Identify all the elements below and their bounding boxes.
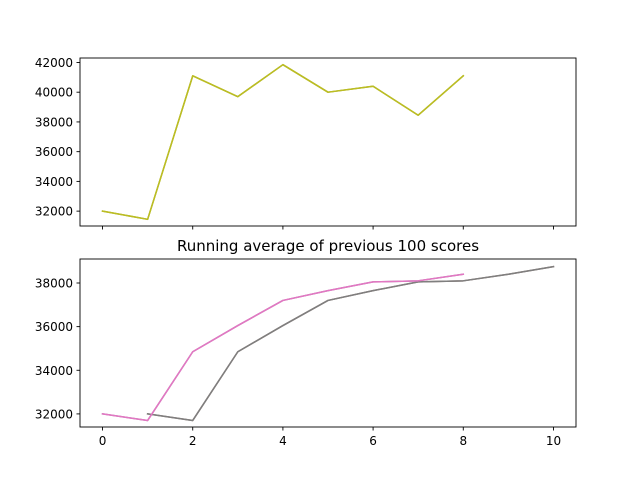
bottom-chart-title: Running average of previous 100 scores [177, 237, 479, 255]
bottom-y-tick-label-38000: 38000 [35, 277, 73, 291]
bottom-y-tick-label-32000: 32000 [35, 407, 73, 421]
bottom-x-tick-label-8: 8 [459, 434, 467, 448]
bottom-x-tick-label-0: 0 [99, 434, 107, 448]
top-y-tick-label-32000: 32000 [35, 205, 73, 219]
bottom-x-tick-label-4: 4 [279, 434, 287, 448]
bottom-x-tick-label-6: 6 [369, 434, 377, 448]
bottom-series-1-line [146, 265, 555, 422]
bottom-series-3-line [101, 273, 465, 422]
bottom-y-tick-label-36000: 36000 [35, 320, 73, 334]
bottom-y-tick-label-34000: 34000 [35, 364, 73, 378]
top-y-tick-label-38000: 38000 [35, 115, 73, 129]
top-y-tick-label-34000: 34000 [35, 175, 73, 189]
top-y-tick-label-40000: 40000 [35, 86, 73, 100]
top-chart: 32000 34000 36000 38000 40000 42000 [35, 56, 577, 230]
bottom-x-tick-label-10: 10 [546, 434, 561, 448]
top-chart-frame [79, 57, 577, 227]
top-y-tick-label-36000: 36000 [35, 145, 73, 159]
bottom-chart: Running average of previous 100 scores 3… [35, 237, 577, 448]
top-series-1-line [101, 63, 465, 221]
bottom-chart-frame [79, 258, 577, 428]
top-y-tick-label-42000: 42000 [35, 56, 73, 70]
bottom-x-tick-label-2: 2 [189, 434, 197, 448]
